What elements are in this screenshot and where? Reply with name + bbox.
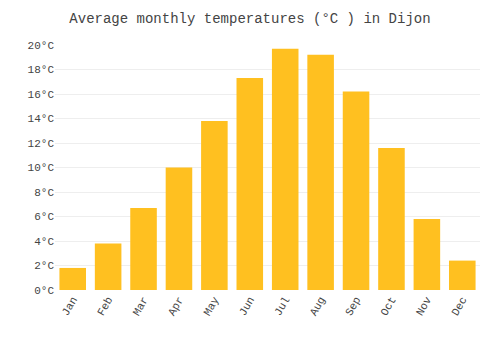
svg-text:4°C: 4°C: [34, 236, 54, 248]
svg-text:8°C: 8°C: [34, 187, 54, 199]
svg-text:16°C: 16°C: [28, 89, 55, 101]
svg-text:20°C: 20°C: [28, 40, 55, 52]
svg-text:Oct: Oct: [379, 295, 399, 318]
svg-text:12°C: 12°C: [28, 138, 55, 150]
svg-text:Feb: Feb: [95, 295, 115, 318]
svg-text:Dec: Dec: [449, 295, 469, 318]
svg-text:2°C: 2°C: [34, 260, 54, 272]
svg-text:18°C: 18°C: [28, 64, 55, 76]
svg-text:6°C: 6°C: [34, 211, 54, 223]
svg-text:Jul: Jul: [272, 295, 292, 318]
svg-text:10°C: 10°C: [28, 162, 55, 174]
svg-text:Apr: Apr: [166, 295, 186, 318]
svg-text:Mar: Mar: [131, 295, 151, 318]
svg-text:May: May: [201, 294, 221, 317]
svg-text:14°C: 14°C: [28, 113, 55, 125]
svg-text:Sep: Sep: [343, 295, 363, 318]
svg-text:Jan: Jan: [60, 295, 80, 318]
svg-text:Average monthly temperatures (: Average monthly temperatures (°C ) in Di…: [69, 11, 430, 27]
svg-text:Jun: Jun: [237, 295, 257, 318]
svg-text:Aug: Aug: [308, 295, 328, 318]
svg-text:0°C: 0°C: [34, 285, 54, 297]
svg-text:Nov: Nov: [414, 294, 434, 317]
